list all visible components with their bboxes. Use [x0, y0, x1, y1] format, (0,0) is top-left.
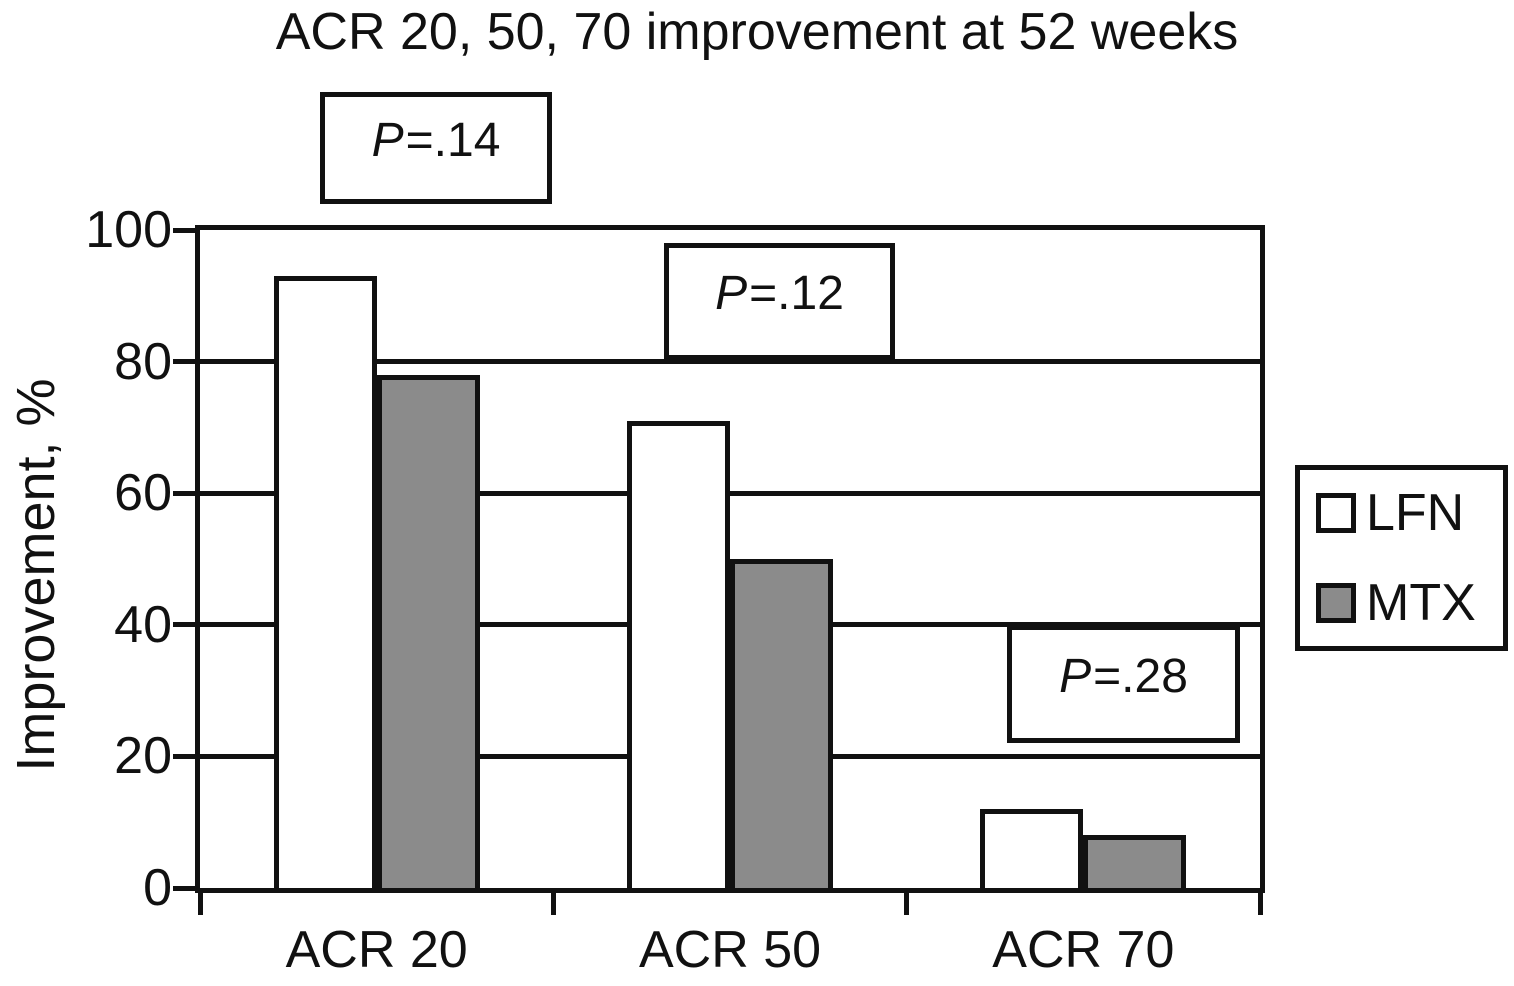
bar-mtx-acr-70 — [1083, 835, 1187, 888]
bar-lfn-acr-70 — [980, 809, 1084, 888]
y-axis-tick-label-80: 80 — [114, 332, 172, 391]
p-value-symbol: P — [371, 113, 404, 167]
p-value-text: =.14 — [405, 113, 501, 167]
bar-lfn-acr-20 — [273, 276, 377, 888]
p-value-symbol: P — [715, 267, 748, 320]
legend-label-mtx: MTX — [1366, 574, 1476, 632]
gridline-60 — [200, 490, 1260, 496]
chart-title: ACR 20, 50, 70 improvement at 52 weeks — [275, 3, 1239, 61]
y-axis-tick-80 — [173, 359, 200, 365]
bar-mtx-acr-50 — [730, 559, 833, 888]
p-value-symbol: P — [1059, 649, 1092, 703]
y-axis-tick-0 — [173, 885, 200, 891]
y-axis-tick-label-40: 40 — [114, 595, 172, 654]
y-axis-tick-40 — [173, 622, 200, 628]
y-axis-tick-20 — [173, 753, 200, 759]
p-value-text: =.28 — [1093, 649, 1188, 703]
gridline-80 — [200, 359, 1260, 365]
p-value-box-acr-20: P =.14 — [320, 92, 552, 204]
x-axis-tick-1 — [550, 893, 556, 915]
legend-swatch-lfn — [1316, 493, 1356, 533]
x-axis-tick-2 — [904, 893, 910, 915]
y-axis-tick-label-100: 100 — [85, 201, 172, 259]
bar-mtx-acr-20 — [376, 374, 480, 888]
legend-label-lfn: LFN — [1366, 484, 1465, 542]
x-axis-tick-0 — [197, 893, 203, 915]
y-axis-tick-label-60: 60 — [114, 464, 172, 523]
x-category-label-acr-50: ACR 50 — [638, 921, 822, 979]
p-value-box-acr-70: P =.28 — [1007, 625, 1240, 743]
x-category-label-acr-70: ACR 70 — [992, 921, 1175, 979]
y-axis-title: Improvement, % — [6, 378, 66, 772]
legend-item-mtx: MTX — [1316, 577, 1503, 629]
x-category-label-acr-20: ACR 20 — [285, 921, 468, 979]
x-axis-tick-3 — [1257, 893, 1263, 915]
legend-box: LFN MTX — [1295, 465, 1508, 651]
bar-lfn-acr-50 — [627, 420, 730, 888]
y-axis-tick-label-0: 0 — [143, 859, 172, 917]
y-axis-tick-label-20: 20 — [114, 727, 172, 786]
y-axis-tick-100 — [173, 227, 200, 233]
legend-item-lfn: LFN — [1316, 487, 1503, 539]
y-axis-tick-60 — [173, 490, 200, 496]
p-value-text: =.12 — [749, 267, 844, 320]
legend-swatch-mtx — [1316, 583, 1356, 623]
p-value-box-acr-50: P =.12 — [664, 243, 895, 360]
